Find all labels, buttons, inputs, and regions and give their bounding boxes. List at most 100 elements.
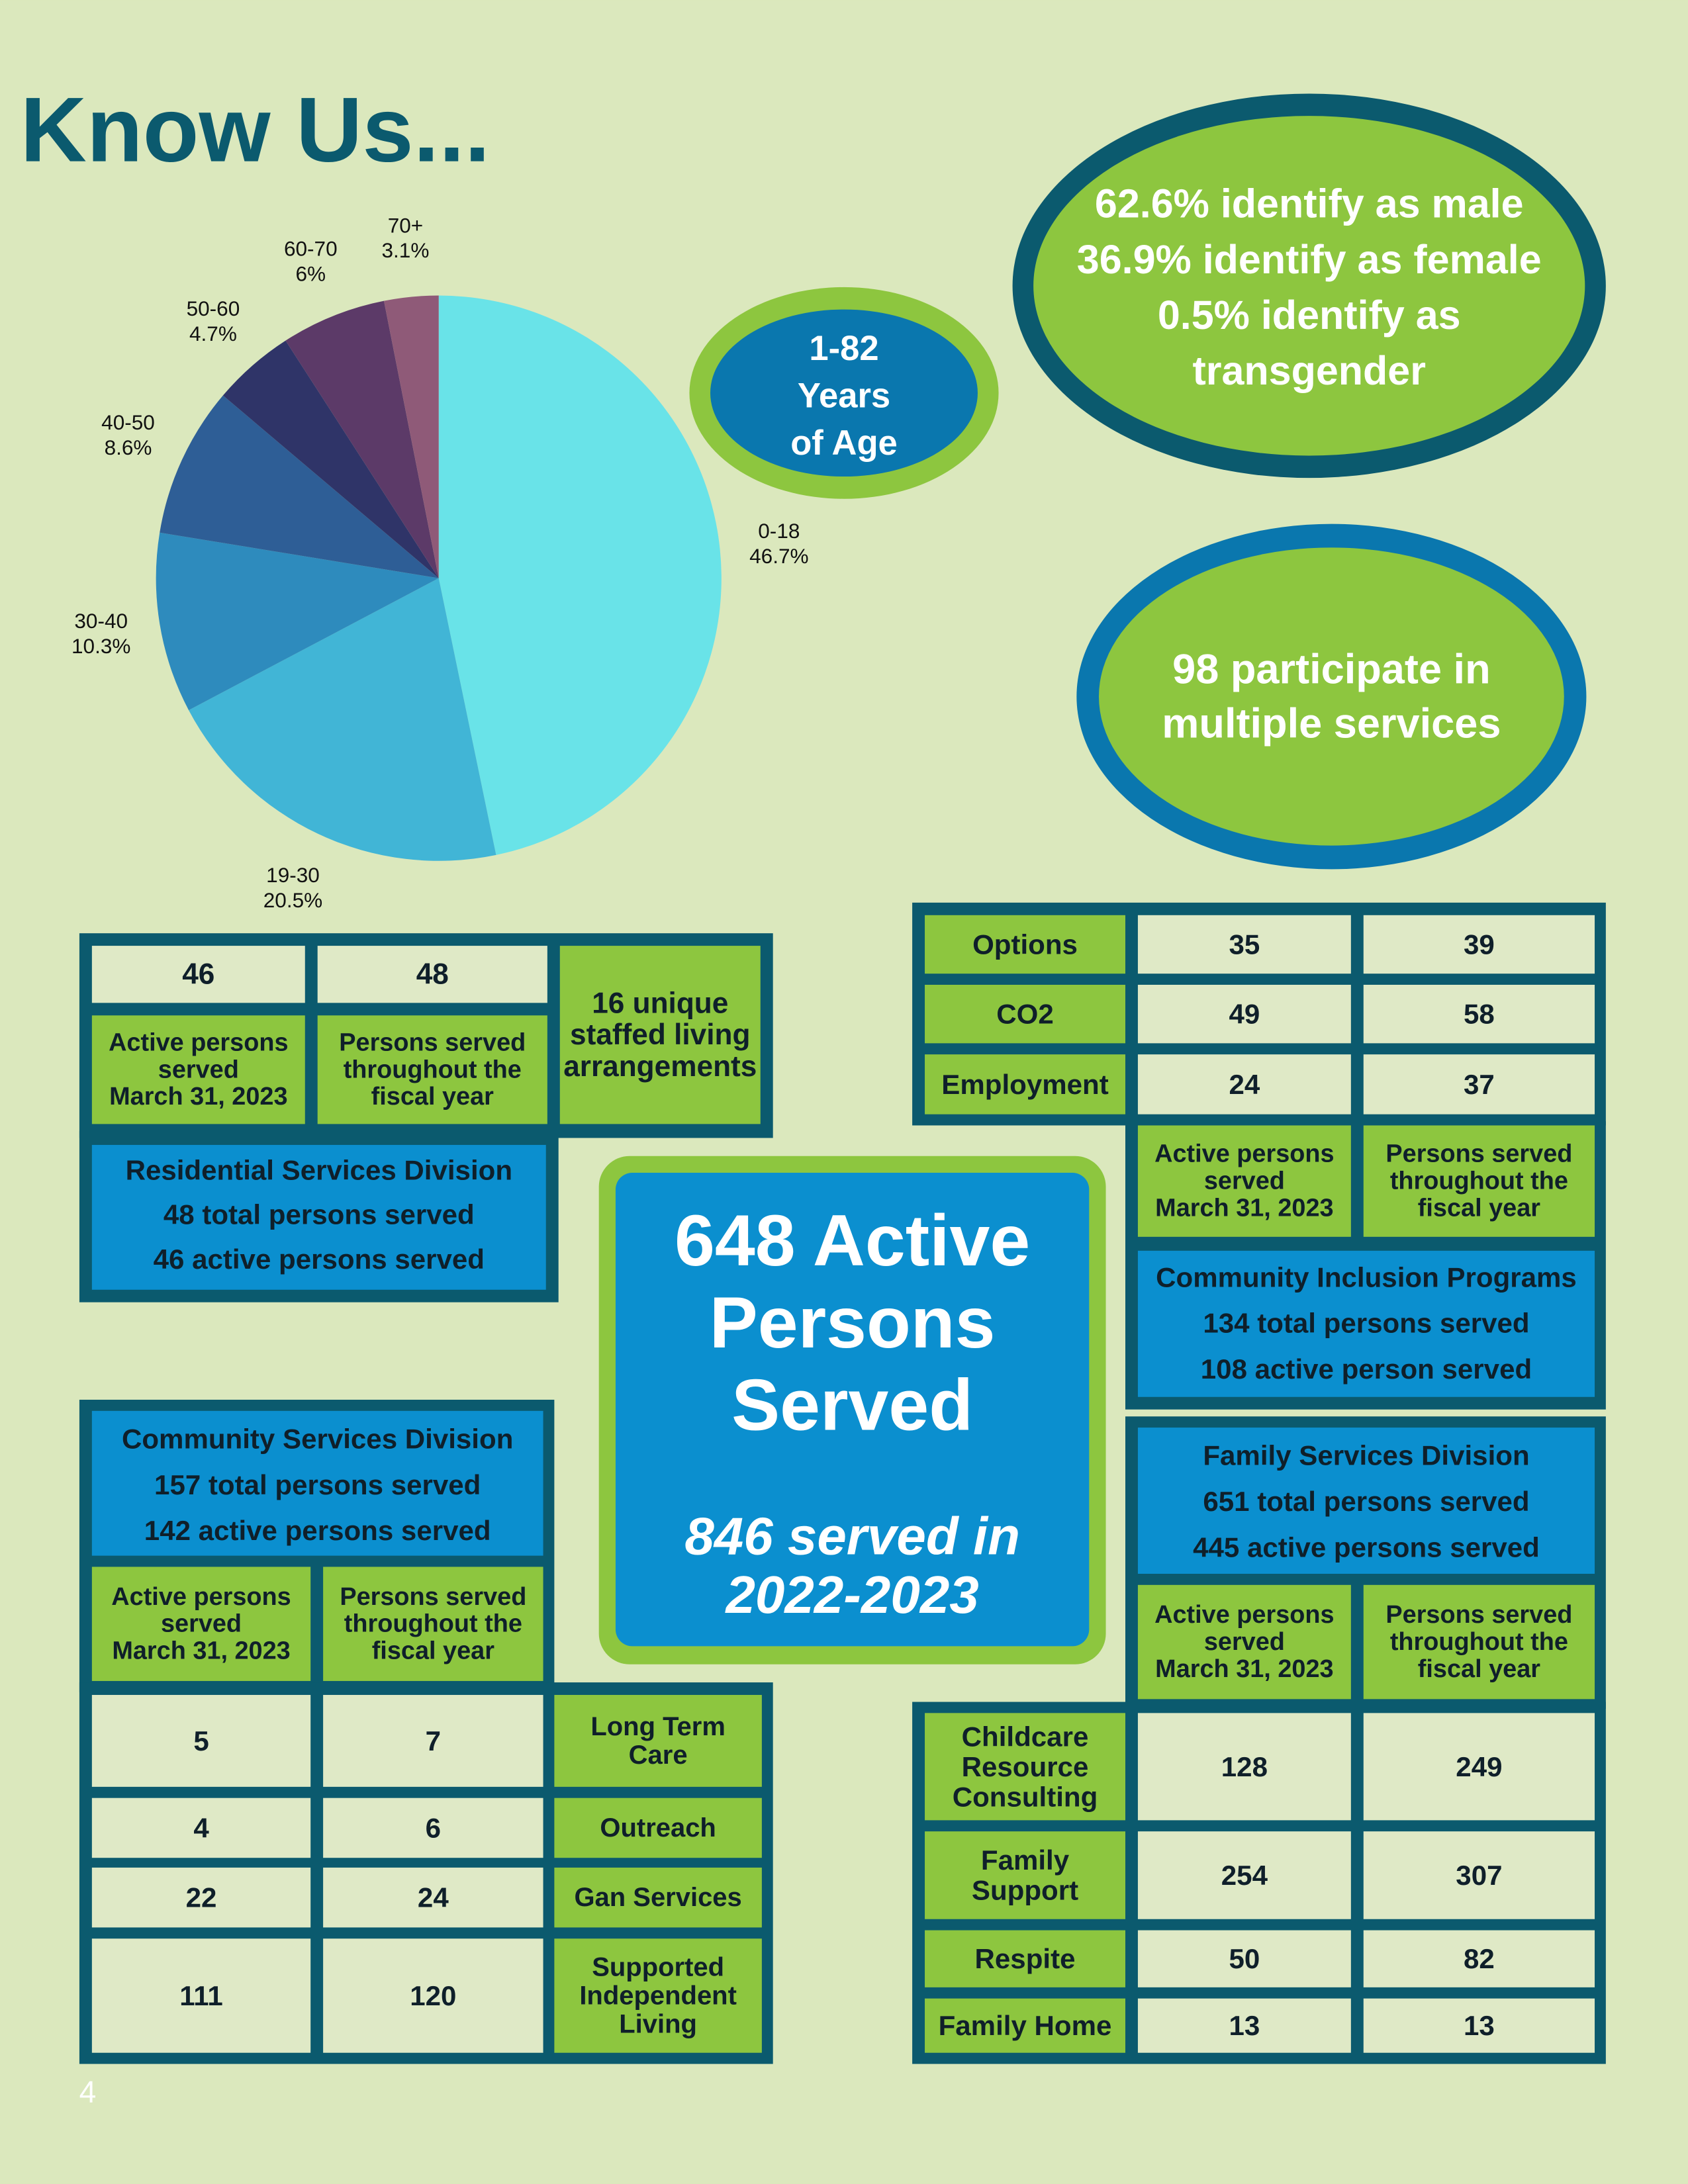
cell [1137, 1584, 1351, 1700]
arrangements: arrangements [563, 1050, 757, 1083]
column-header: Active persons [1154, 1601, 1334, 1629]
division-text: Residential Services Division [126, 1154, 512, 1185]
pie-label: 50-60 [187, 296, 240, 320]
cell [323, 1797, 543, 1858]
multiple-services-text: multiple services [1162, 701, 1501, 747]
cell [1137, 1831, 1351, 1919]
column-header: Persons served [1385, 1601, 1572, 1629]
gender-text: transgender [1192, 348, 1426, 393]
cell [1137, 915, 1351, 974]
value: 111 [179, 1980, 223, 2011]
cell [925, 1998, 1125, 2053]
value: 49 [1229, 999, 1260, 1030]
page-number: 4 [79, 2075, 97, 2109]
row-label: Respite [975, 1943, 1076, 1974]
column-header: March 31, 2023 [1155, 1195, 1333, 1222]
column-header: March 31, 2023 [109, 1083, 287, 1111]
cell [91, 1567, 311, 1681]
cell [323, 1867, 543, 1928]
division-text: 48 total persons served [164, 1199, 475, 1230]
pie-value-label: 3.1% [381, 238, 429, 262]
value: 58 [1464, 999, 1495, 1030]
pie-slice [285, 300, 439, 578]
cell [1363, 1831, 1595, 1919]
column-header: served [1204, 1628, 1285, 1656]
pie-value-label: 46.7% [749, 544, 808, 568]
cell [317, 1015, 547, 1124]
cell [91, 1938, 311, 2053]
row-label: Family Home [939, 2010, 1112, 2041]
value: 35 [1229, 929, 1260, 960]
division-text: 108 active person served [1201, 1353, 1532, 1385]
cell [925, 1930, 1125, 1987]
division-text: 445 active persons served [1193, 1531, 1540, 1563]
division-text: Family Services Division [1203, 1440, 1529, 1471]
cell [91, 1867, 311, 1928]
cell [323, 1938, 543, 2053]
multi-inner [1099, 547, 1564, 846]
age-inner [710, 309, 978, 477]
arrangements: 16 unique [592, 987, 728, 1020]
row-label: Gan Services [574, 1883, 741, 1912]
pie-value-label: 20.5% [263, 888, 322, 912]
pie-label: 70+ [388, 213, 424, 237]
division-text: 134 total persons served [1203, 1308, 1529, 1339]
cell [1363, 1998, 1595, 2053]
division-text: 142 active persons served [144, 1515, 491, 1546]
row-label: Living [619, 2010, 697, 2039]
cell [554, 1695, 762, 1787]
cell [91, 946, 305, 1003]
center-subline: 2022-2023 [724, 1565, 978, 1624]
cell [323, 1567, 543, 1681]
row-label: Long Term [590, 1712, 726, 1741]
age-text: Years [798, 377, 890, 416]
cell [1137, 984, 1351, 1044]
center-subline: 846 served in [684, 1507, 1020, 1566]
multiple-services-text: 98 participate in [1172, 646, 1491, 692]
value: 24 [418, 1882, 449, 1913]
row-label: Outreach [600, 1813, 716, 1843]
column-header: fiscal year [1418, 1655, 1540, 1683]
cell [91, 1015, 305, 1124]
column-header: Active persons [111, 1583, 291, 1611]
pie-label: 30-40 [74, 609, 128, 633]
cell [1137, 1125, 1351, 1237]
gender-inner [1033, 116, 1585, 456]
division-text: Community Services Division [122, 1423, 513, 1454]
pie-value-label: 8.6% [105, 435, 152, 459]
value: 5 [193, 1725, 209, 1756]
column-header: Persons served [1385, 1140, 1572, 1168]
center-headline: Persons [710, 1283, 996, 1363]
value: 24 [1229, 1069, 1260, 1100]
cell [925, 1713, 1125, 1821]
cell [554, 1867, 762, 1928]
column-header: Active persons [1154, 1140, 1334, 1168]
column-header: fiscal year [372, 1637, 494, 1665]
pie-slice [438, 295, 722, 855]
row-label: Family [981, 1844, 1070, 1876]
row-label: Resource [962, 1751, 1089, 1782]
cell [554, 1938, 762, 2053]
value: 48 [416, 958, 449, 991]
column-header: served [1204, 1167, 1285, 1195]
row-label: Childcare [962, 1721, 1089, 1752]
column-header: served [158, 1056, 239, 1083]
value: 37 [1464, 1069, 1495, 1100]
gender-text: 62.6% identify as male [1095, 181, 1524, 226]
page-title: Get To Know Us... [0, 79, 490, 181]
column-header: fiscal year [371, 1083, 494, 1111]
pie-label: 19-30 [266, 863, 320, 887]
pie-value-label: 4.7% [189, 322, 237, 345]
center-headline: Served [731, 1365, 973, 1445]
value: 128 [1221, 1751, 1268, 1782]
cell [323, 1695, 543, 1787]
column-header: served [161, 1610, 242, 1638]
value: 254 [1221, 1860, 1268, 1891]
value: 13 [1464, 2010, 1495, 2041]
row-label: Care [629, 1741, 688, 1770]
value: 7 [426, 1725, 441, 1756]
age-text: of Age [790, 424, 898, 463]
center-box [615, 1173, 1090, 1647]
cell [1137, 1930, 1351, 1987]
